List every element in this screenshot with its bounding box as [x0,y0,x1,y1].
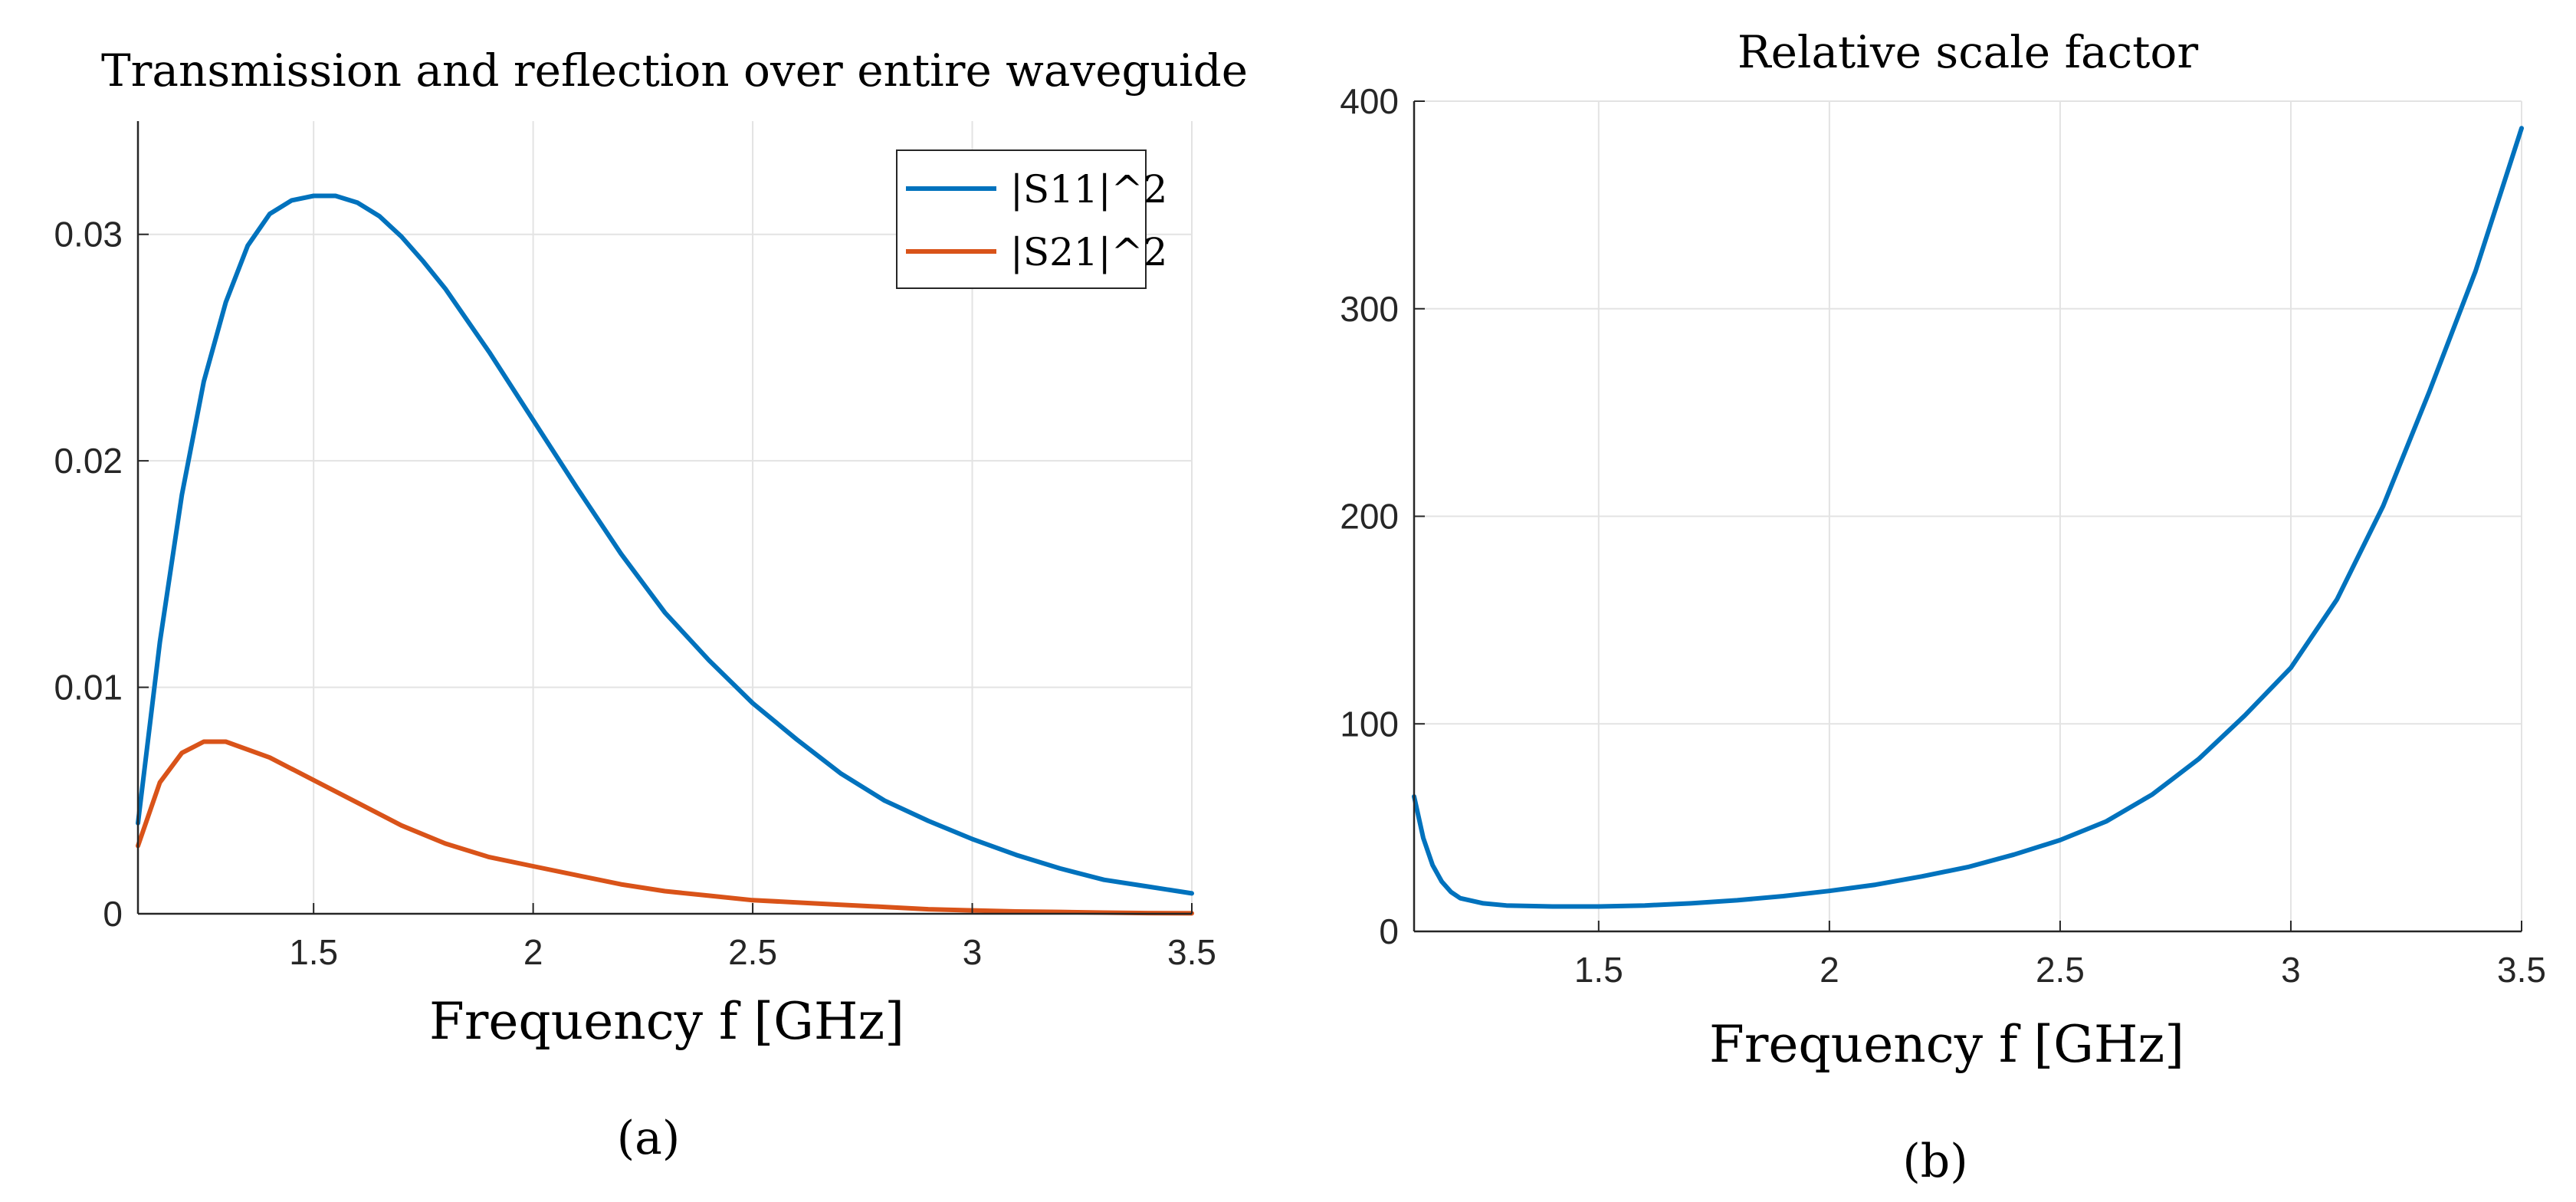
legend-label: |S21|^2 [1010,230,1167,274]
y-tick-label: 400 [1340,81,1399,121]
x-tick-label: 2.5 [2036,950,2085,990]
series-line-0 [136,193,1194,896]
legend-label: |S11|^2 [1010,167,1167,212]
y-tick-label: 300 [1340,289,1399,329]
y-tick-label: 0 [103,894,123,934]
x-tick-label: 2 [1820,950,1839,990]
y-tick-label: 0.01 [54,668,123,708]
chart-title: Relative scale factor [1738,26,2198,78]
y-tick-label: 200 [1340,497,1399,537]
x-tick-label: 3.5 [2497,950,2546,990]
chart-title: Transmission and reflection over entire … [101,44,1248,97]
x-tick-label: 2.5 [728,932,777,972]
legend: |S11|^2 |S21|^2 [896,149,1167,289]
axes [1413,100,2522,933]
axes [136,121,1193,915]
panel-b: 1.5 2 2.5 3 3.5 0 100 200 300 400 Relative scale … [1340,26,2546,1188]
y-tick-label: 0.03 [54,215,123,255]
x-tick-label: 3 [963,932,983,972]
series-group [1412,126,2524,909]
panel-label: (b) [1902,1135,1967,1188]
x-tick-label: 3 [2281,950,2301,990]
x-tick-label: 3.5 [1167,932,1216,972]
tick-labels: 1.5 2 2.5 3 3.5 0 100 200 300 400 [1340,81,2546,990]
x-tick-label: 2 [523,932,543,972]
y-tick-label: 100 [1340,704,1399,744]
panel-a: 1.5 2 2.5 3 3.5 0 0.01 0.02 0.03 Transmission an… [54,44,1248,1165]
panel-label: (a) [617,1112,681,1165]
x-tick-label: 1.5 [1574,950,1623,990]
x-axis-label: Frequency f [GHz] [429,992,904,1051]
x-axis-label: Frequency f [GHz] [1709,1015,2184,1074]
y-tick-label: 0 [1379,911,1399,951]
legend-box [896,149,1147,289]
x-tick-label: 1.5 [289,932,338,972]
series-line-0 [1412,126,2524,909]
series-group [136,193,1194,916]
grid [1414,100,2522,932]
y-tick-label: 0.02 [54,441,123,481]
series-line-1 [136,739,1194,916]
tick-labels: 1.5 2 2.5 3 3.5 0 0.01 0.02 0.03 [54,215,1216,972]
